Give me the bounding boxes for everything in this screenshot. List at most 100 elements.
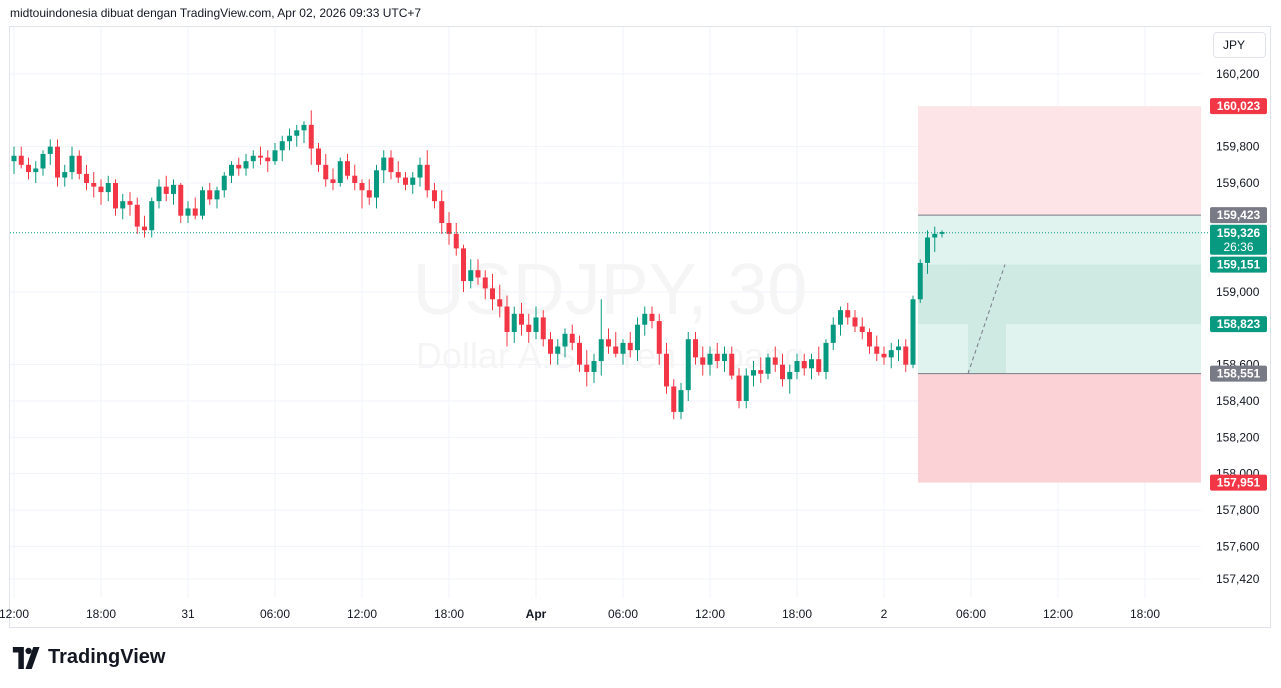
candle: [867, 328, 872, 354]
candle-body: [642, 313, 648, 325]
candle: [707, 346, 713, 376]
long-position-tool[interactable]: [918, 106, 1201, 483]
candle: [26, 157, 31, 180]
candle: [925, 230, 930, 274]
tradingview-logo-icon: [12, 646, 40, 669]
candle: [142, 215, 147, 238]
candle-body: [772, 357, 778, 365]
candle-body: [98, 186, 104, 193]
inner-upper-badge-bg: [1210, 256, 1267, 273]
time-tick-label: 12:00: [0, 607, 29, 621]
candle: [548, 331, 553, 365]
candle-body: [910, 299, 916, 365]
candle: [627, 331, 633, 358]
candle: [700, 346, 706, 376]
time-tick-label: 12:00: [347, 607, 377, 621]
inner-lower-badge-bg: [1210, 316, 1267, 333]
candle-body: [62, 172, 68, 178]
watermark-symbol: USDJPY, 30: [413, 250, 808, 330]
candle-body: [540, 317, 546, 340]
candle: [620, 339, 626, 365]
candle: [504, 295, 510, 347]
currency-selector-button[interactable]: JPY: [1213, 32, 1266, 58]
trade-path-line: [967, 264, 1006, 374]
candle-body: [722, 353, 727, 362]
candle-body: [134, 204, 140, 227]
candle-body: [265, 157, 271, 162]
candle: [69, 146, 75, 180]
candle: [859, 317, 865, 340]
candle-body: [439, 201, 445, 223]
candle-body: [533, 317, 539, 332]
candle-body: [142, 226, 147, 231]
candle: [171, 179, 176, 205]
candle: [374, 164, 379, 209]
candle-body: [606, 339, 611, 347]
price-tick-label: 157,600: [1216, 539, 1260, 553]
time-axis[interactable]: 12:00 18:00 31 06:00 12:00 18:00 Apr 06:00 12:00…: [0, 607, 1160, 621]
candle: [896, 339, 901, 362]
candle: [258, 146, 263, 165]
candle-body: [446, 222, 452, 234]
candle-body: [888, 350, 894, 358]
candle-body: [859, 326, 865, 332]
candle: [910, 295, 916, 369]
candle-body: [163, 186, 169, 194]
candle: [156, 179, 162, 209]
time-tick-label: 2: [881, 607, 888, 621]
candle: [736, 368, 742, 409]
candle: [229, 161, 234, 183]
time-tick-label: 06:00: [956, 607, 986, 621]
candle-body: [845, 310, 851, 318]
candle: [642, 306, 648, 336]
candle-body: [627, 342, 633, 351]
candle: [301, 121, 307, 144]
candle: [751, 361, 756, 387]
candle: [381, 150, 387, 183]
tradingview-wordmark: TradingView: [48, 646, 166, 668]
candle: [693, 331, 698, 365]
candle-body: [388, 157, 394, 173]
inner-lower-badge: 158,823: [1210, 316, 1267, 333]
candle-body: [18, 155, 24, 165]
candle-body: [84, 173, 89, 183]
candle: [533, 306, 539, 340]
target-price-badge-bg: [1210, 98, 1267, 115]
candle-body: [424, 164, 430, 191]
candle: [584, 350, 590, 387]
candle-body: [272, 150, 278, 162]
entry-upper-badge: 159,423: [1210, 207, 1267, 224]
candle: [33, 161, 39, 183]
candle: [874, 335, 880, 362]
candle-body: [236, 164, 242, 169]
candle-body: [229, 164, 234, 176]
candle-body: [432, 190, 437, 202]
lower-zone: [918, 373, 1201, 483]
candle-body: [468, 270, 474, 282]
candle: [569, 324, 575, 351]
candle: [395, 161, 401, 183]
candle-body: [896, 346, 901, 351]
upper-zone: [918, 106, 1201, 216]
chart-attribution: midtouindonesia dibuat dengan TradingVie…: [10, 6, 422, 20]
time-tick-label: 12:00: [1043, 607, 1073, 621]
candle: [185, 201, 191, 223]
price-countdown-text: 26:36: [1223, 240, 1253, 254]
candle-body: [395, 172, 401, 178]
candle: [446, 212, 452, 245]
candle-body: [200, 190, 205, 216]
candle: [308, 110, 314, 165]
candle: [526, 313, 532, 343]
candle-body: [743, 375, 749, 401]
candle: [316, 143, 321, 173]
candle-body: [548, 339, 553, 354]
candle: [794, 353, 800, 380]
candle-body: [809, 359, 814, 369]
price-tick-label: 159,000: [1216, 285, 1260, 299]
candle: [461, 244, 466, 292]
candle: [555, 339, 561, 365]
candle: [40, 150, 46, 176]
candle: [722, 346, 727, 372]
entry-upper-badge-bg: [1210, 207, 1267, 224]
